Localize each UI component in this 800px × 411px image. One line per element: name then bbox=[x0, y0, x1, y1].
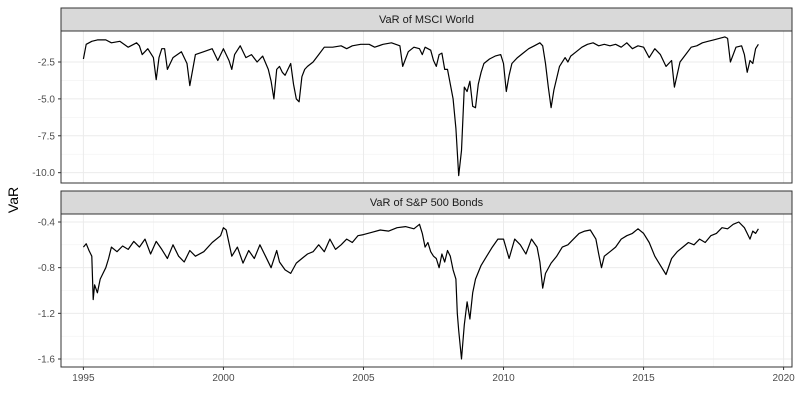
panel-1-plot-bg bbox=[61, 31, 792, 183]
x-tick-label: 2000 bbox=[212, 373, 235, 384]
y-tick-label: -1.2 bbox=[38, 309, 56, 320]
panel-sp500-bonds: VaR of S&P 500 Bonds -0.4 -0.8 -1.2 -1.6 bbox=[38, 190, 793, 368]
y-tick-label: -1.6 bbox=[38, 355, 56, 366]
y-tick-label: -5.0 bbox=[38, 94, 56, 105]
y-tick-label: -0.4 bbox=[38, 217, 56, 228]
y-tick-label: -10.0 bbox=[32, 168, 55, 179]
panel-2-border bbox=[60, 213, 793, 368]
x-tick-label: 2015 bbox=[632, 373, 655, 384]
y-tick-label: -7.5 bbox=[38, 131, 56, 142]
y-tick-label: -2.5 bbox=[38, 57, 56, 68]
panel-2-strip-title: VaR of S&P 500 Bonds bbox=[370, 197, 484, 209]
x-tick-label: 1995 bbox=[72, 373, 95, 384]
x-tick-label: 2020 bbox=[772, 373, 795, 384]
x-axis: 1995 2000 2005 2010 2015 2020 bbox=[72, 367, 795, 384]
panel-msci-world: VaR of MSCI World -2.5 -5.0 -7.5 -10.0 bbox=[32, 7, 793, 184]
y-tick-label: -0.8 bbox=[38, 263, 56, 274]
x-tick-label: 2005 bbox=[352, 373, 375, 384]
panel-2-series-line bbox=[82, 221, 759, 360]
x-tick-label: 2010 bbox=[492, 373, 515, 384]
panel-1-border bbox=[60, 30, 793, 184]
panel-2-y-axis: -0.4 -0.8 -1.2 -1.6 bbox=[38, 217, 61, 366]
panel-1-series-line bbox=[82, 36, 759, 177]
y-axis-title: VaR bbox=[5, 187, 21, 213]
panel-1-y-axis: -2.5 -5.0 -7.5 -10.0 bbox=[32, 57, 61, 179]
panel-1-strip-title: VaR of MSCI World bbox=[379, 14, 474, 26]
